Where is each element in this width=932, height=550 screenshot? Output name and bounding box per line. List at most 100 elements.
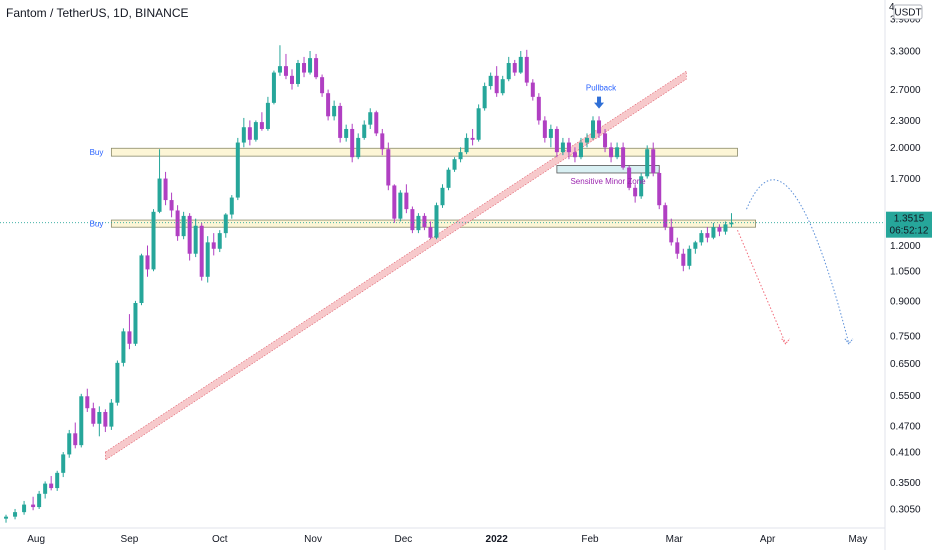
candle-body-15 (103, 411, 108, 427)
candles-layer (4, 45, 734, 523)
candle-body-18 (121, 331, 126, 363)
candle-body-107 (657, 172, 662, 206)
candle-body-67 (416, 215, 421, 231)
zone-0 (110, 147, 738, 157)
candle-body-24 (157, 178, 162, 212)
time-tick-8: Apr (760, 534, 776, 545)
candle-body-95 (584, 137, 589, 143)
projection-bullish (746, 179, 850, 344)
candle-body-50 (314, 58, 319, 78)
candle-body-54 (338, 105, 343, 138)
candle-body-3 (31, 504, 36, 508)
candle-body-19 (127, 331, 132, 344)
price-tick-7: 1.2000 (890, 241, 921, 252)
candle-body-28 (181, 215, 186, 237)
candle-body-21 (139, 255, 144, 304)
candle-body-102 (627, 167, 632, 188)
candle-body-22 (145, 255, 150, 270)
price-tick-5: 1.7000 (890, 174, 921, 185)
candle-body-26 (169, 200, 174, 211)
pullback-arrow-icon (594, 96, 605, 109)
candle-body-114 (699, 233, 704, 243)
candle-body-56 (350, 128, 355, 158)
projection-arrowhead-bullish (844, 338, 854, 345)
candle-body-6 (49, 483, 54, 489)
candle-body-10 (73, 433, 78, 446)
candle-body-45 (283, 66, 288, 76)
candle-body-5 (43, 483, 48, 494)
candle-body-80 (494, 75, 499, 94)
candle-body-37 (235, 142, 240, 198)
candle-body-94 (578, 142, 583, 158)
candle-body-0 (4, 516, 9, 519)
price-tick-15: 0.3500 (890, 478, 921, 489)
candle-body-66 (410, 209, 415, 231)
price-tick-16: 0.3050 (890, 504, 921, 515)
candle-body-39 (247, 127, 252, 140)
candle-body-30 (193, 225, 198, 254)
candle-body-40 (253, 122, 258, 140)
projection-bearish (737, 229, 787, 344)
candle-body-34 (217, 233, 222, 249)
candle-body-9 (67, 433, 72, 455)
price-tick-0: 3.9000 (890, 14, 921, 25)
candle-body-109 (669, 227, 674, 243)
price-tick-9: 0.9000 (890, 296, 921, 307)
candle-body-61 (380, 133, 385, 150)
candle-body-62 (386, 149, 391, 186)
candle-body-70 (434, 205, 439, 238)
price-tick-11: 0.6500 (890, 359, 921, 370)
symbol-title: Fantom / TetherUS, 1D, BINANCE (6, 6, 189, 20)
buy-label-lower: Buy (90, 220, 104, 229)
candle-body-65 (404, 192, 409, 210)
candle-body-57 (356, 137, 361, 158)
candle-body-115 (705, 233, 710, 238)
price-tick-2: 2.7000 (890, 85, 921, 96)
candle-body-7 (55, 472, 60, 489)
candle-body-97 (597, 120, 602, 134)
candle-body-81 (500, 79, 505, 94)
candle-body-35 (223, 214, 228, 234)
candle-body-46 (289, 75, 294, 84)
candle-body-79 (488, 75, 493, 87)
candle-body-20 (133, 303, 138, 344)
candle-body-29 (187, 215, 192, 254)
candle-body-74 (458, 152, 463, 160)
ascending-trendline (105, 70, 687, 461)
candle-body-11 (79, 396, 84, 446)
projections-layer (737, 179, 854, 345)
price-tick-10: 0.7500 (890, 331, 921, 342)
candle-body-16 (109, 402, 114, 427)
time-tick-5: 2022 (486, 534, 509, 545)
candle-body-60 (374, 112, 379, 134)
countdown-label: 06:52:12 (890, 226, 929, 237)
candle-body-53 (332, 105, 337, 117)
candle-body-116 (711, 227, 716, 238)
price-tick-12: 0.5500 (890, 391, 921, 402)
candle-body-23 (151, 211, 156, 270)
sensitive-zone-label: Sensitive Minor Zone (570, 177, 646, 186)
price-tick-13: 0.4700 (890, 421, 921, 432)
candle-body-12 (85, 396, 90, 409)
price-tick-3: 2.3000 (890, 116, 921, 127)
candle-body-110 (675, 242, 680, 254)
currency-badge[interactable] (893, 4, 923, 20)
time-tick-3: Nov (304, 534, 322, 545)
candle-body-27 (175, 210, 180, 237)
candle-body-113 (693, 242, 698, 249)
candle-body-101 (621, 147, 626, 168)
candle-body-47 (296, 63, 301, 84)
candle-body-59 (368, 112, 373, 125)
candle-body-38 (241, 127, 246, 143)
candle-body-31 (199, 225, 204, 277)
pullback-label: Pullback (586, 84, 617, 93)
candle-body-63 (392, 185, 397, 219)
candle-body-87 (536, 96, 541, 121)
candle-body-103 (633, 187, 638, 197)
last-price-box (886, 211, 932, 238)
candle-body-51 (320, 77, 325, 94)
candle-body-43 (271, 72, 276, 103)
currency-label: USDT (894, 8, 921, 19)
time-tick-2: Oct (212, 534, 228, 545)
